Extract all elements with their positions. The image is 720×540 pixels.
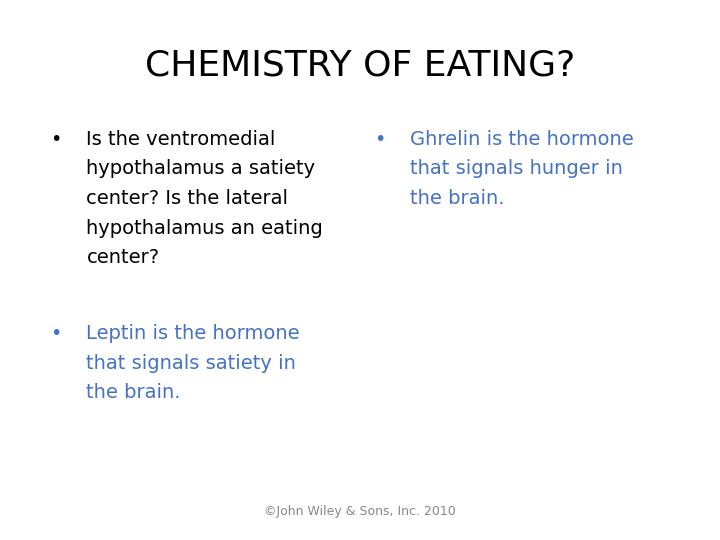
Text: that signals satiety in: that signals satiety in <box>86 354 296 373</box>
Text: Leptin is the hormone: Leptin is the hormone <box>86 324 300 343</box>
Text: center? Is the lateral: center? Is the lateral <box>86 189 289 208</box>
Text: CHEMISTRY OF EATING?: CHEMISTRY OF EATING? <box>145 49 575 83</box>
Text: •: • <box>50 324 62 343</box>
Text: •: • <box>374 130 386 148</box>
Text: Is the ventromedial: Is the ventromedial <box>86 130 276 148</box>
Text: hypothalamus an eating: hypothalamus an eating <box>86 219 323 238</box>
Text: hypothalamus a satiety: hypothalamus a satiety <box>86 159 315 178</box>
Text: the brain.: the brain. <box>410 189 505 208</box>
Text: ©John Wiley & Sons, Inc. 2010: ©John Wiley & Sons, Inc. 2010 <box>264 505 456 518</box>
Text: center?: center? <box>86 248 160 267</box>
Text: •: • <box>50 130 62 148</box>
Text: Ghrelin is the hormone: Ghrelin is the hormone <box>410 130 634 148</box>
Text: the brain.: the brain. <box>86 383 181 402</box>
Text: that signals hunger in: that signals hunger in <box>410 159 624 178</box>
